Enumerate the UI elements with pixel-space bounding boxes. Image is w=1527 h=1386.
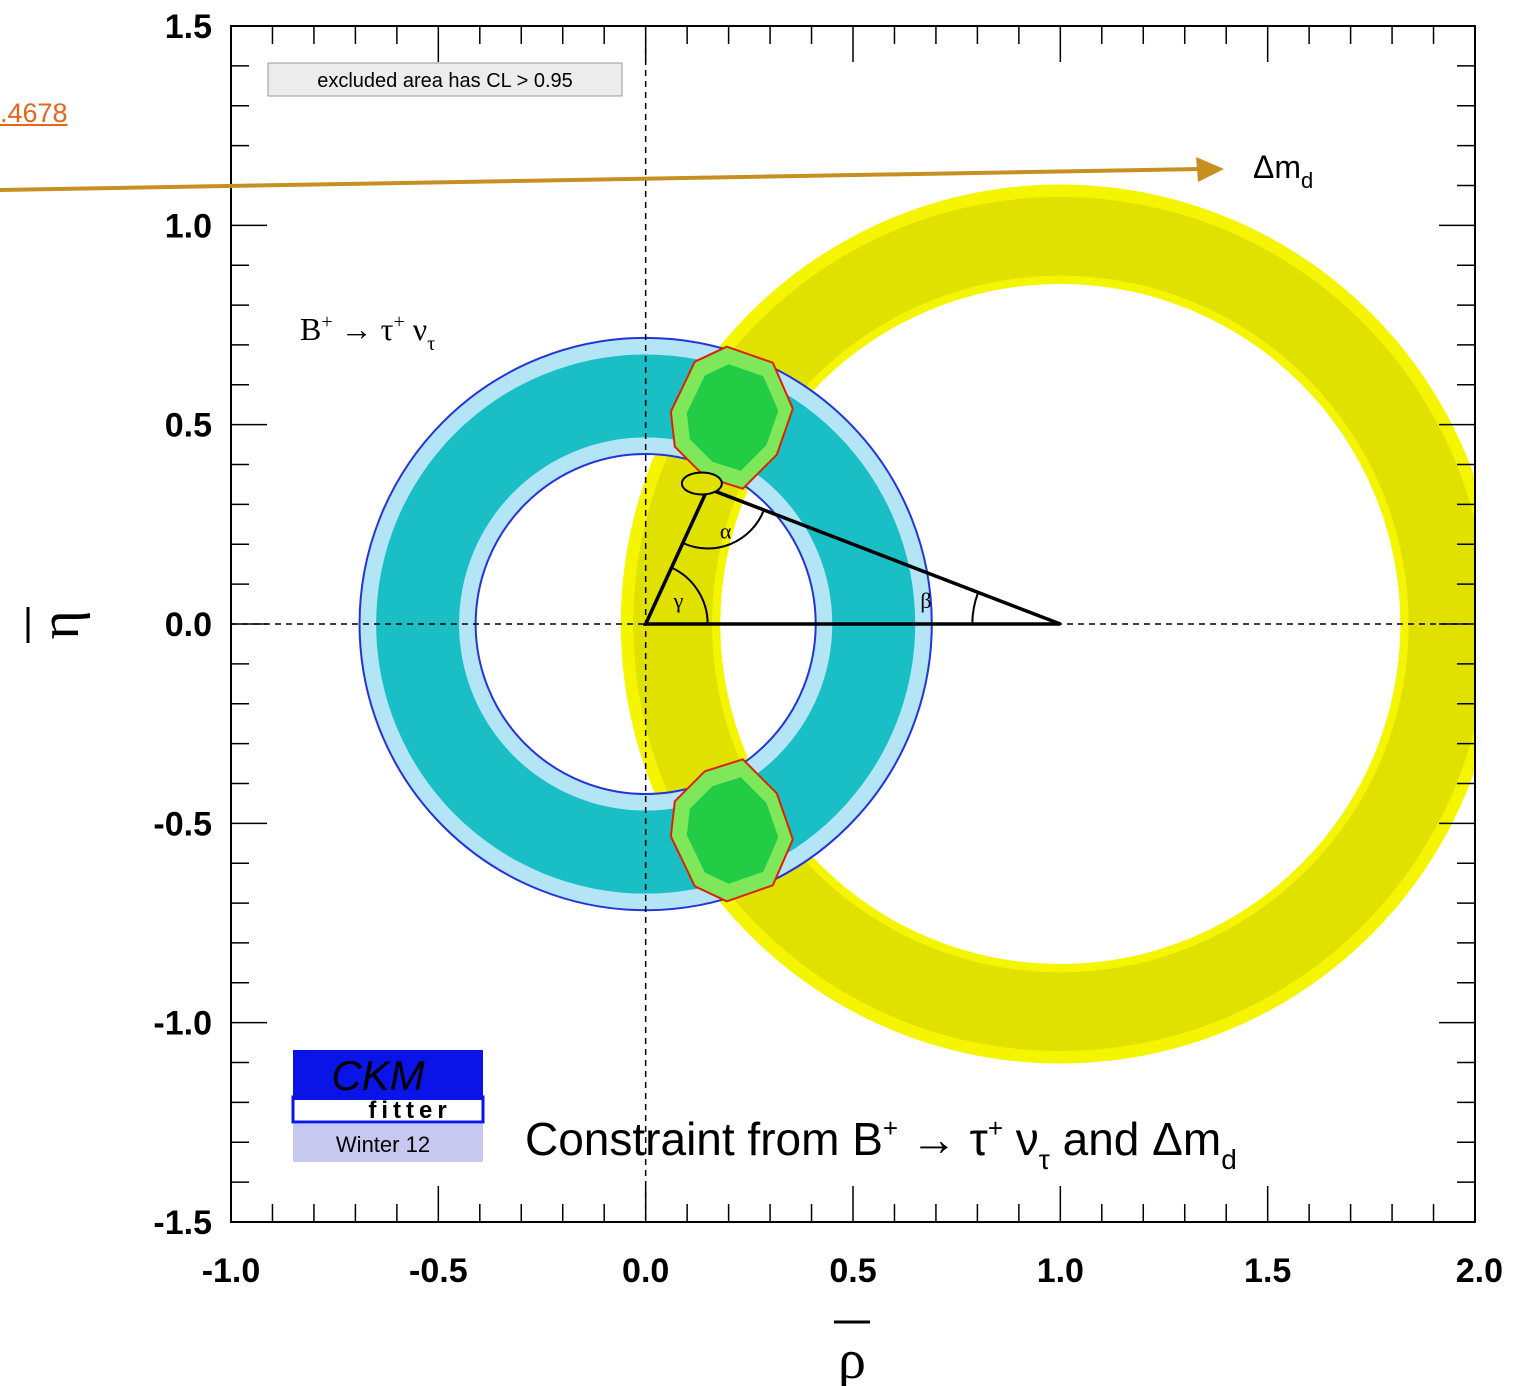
fit-core-lower [686, 777, 779, 884]
data-layer: α β γ [358, 183, 1475, 1065]
x-tick-label: 2.0 [1456, 1252, 1503, 1290]
fit-core-upper [686, 364, 779, 471]
legend-box-bg [267, 62, 623, 97]
label-btaunu-text: B+ → τ+ ντ [300, 311, 435, 355]
logo-mid [291, 1095, 485, 1124]
y-tick-label: 1.5 [165, 8, 212, 46]
label-btaunu: B+ → τ+ ντ [300, 311, 435, 355]
y-axis-title-text: η [29, 610, 91, 639]
y-tick-label: 0.5 [165, 407, 212, 445]
plot-title: Constraint from B+ → τ+ ντ and Δmd [525, 1113, 1237, 1175]
arc-beta [971, 592, 980, 625]
ring-btaunu-band [376, 354, 916, 894]
zero-lines [231, 26, 1475, 1222]
y-tick-label: -1.0 [153, 1005, 212, 1043]
apex-region [680, 471, 723, 496]
logo-bottom [293, 1124, 483, 1162]
axis-tick-labels: -1.0 -0.5 0.0 0.5 1.0 1.5 2.0 1.5 1.0 0.5 0.0 -0.5 -… [153, 8, 1503, 1290]
logo-line2: fitter [368, 1097, 451, 1124]
x-tick-label: 1.0 [1037, 1252, 1084, 1290]
x-tick-label: 0.0 [622, 1252, 669, 1290]
x-tick-label: 0.5 [829, 1252, 876, 1290]
x-tick-label: 1.5 [1244, 1252, 1291, 1290]
x-axis-title-text: ρ [838, 1329, 866, 1386]
plot-title-text: Constraint from B+ → τ+ ντ and Δmd [525, 1113, 1237, 1175]
axis-ticks [230, 25, 1476, 1223]
arrow-line [0, 167, 1201, 192]
angle-beta: β [920, 588, 931, 613]
x-tick-label: -0.5 [409, 1252, 468, 1290]
y-tick-label: 1.0 [165, 207, 212, 245]
arc-alpha [682, 509, 765, 550]
arc-gamma [671, 566, 709, 625]
legend-box-text: excluded area has CL > 0.95 [317, 70, 573, 92]
logo-top [293, 1050, 483, 1097]
label-dmd: Δmd [1253, 149, 1313, 193]
link-fragment[interactable]: .4678 [0, 98, 68, 128]
logo-line3: Winter 12 [336, 1132, 430, 1157]
y-tick-label: -0.5 [153, 805, 212, 843]
y-tick-label: 0.0 [165, 606, 212, 644]
ckmfitter-logo: CKM fitter Winter 12 [291, 1050, 485, 1162]
logo-line1: CKM [331, 1052, 424, 1099]
x-axis-title: ρ [834, 1320, 870, 1386]
arrow-head [1196, 157, 1224, 182]
y-axis-title: η [26, 607, 91, 643]
angle-gamma: γ [673, 588, 684, 613]
y-tick-label: -1.5 [153, 1204, 212, 1242]
angle-alpha: α [720, 518, 732, 543]
x-tick-label: -1.0 [202, 1252, 261, 1290]
arrow-dmd: Δmd [0, 149, 1313, 193]
legend-box: excluded area has CL > 0.95 [267, 62, 623, 97]
